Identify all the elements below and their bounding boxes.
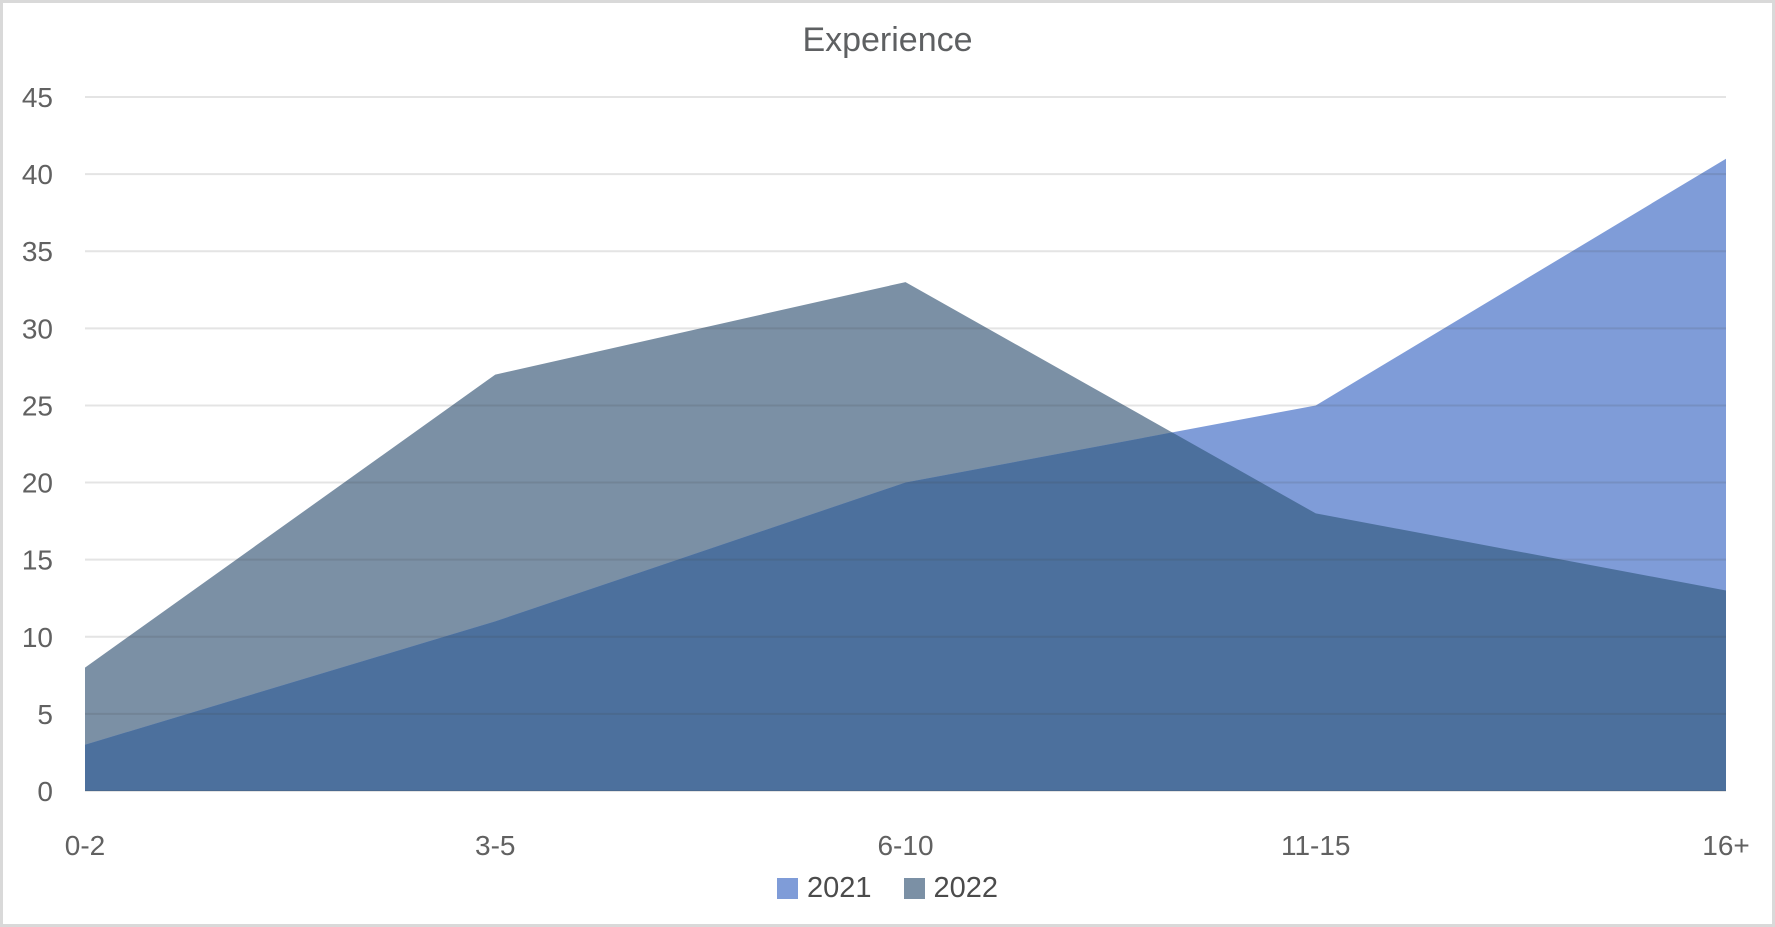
y-tick-label: 45 — [22, 82, 53, 113]
x-axis-label: 11-15 — [1281, 830, 1351, 861]
y-tick-label: 0 — [37, 776, 53, 807]
y-tick-label: 15 — [22, 545, 53, 576]
y-tick-label: 30 — [22, 313, 53, 344]
series-overlap-area — [85, 432, 1726, 791]
y-tick-label: 5 — [37, 699, 53, 730]
x-axis-label: 16+ — [1702, 830, 1750, 861]
chart-title: Experience — [802, 21, 973, 59]
y-tick-label: 10 — [22, 622, 53, 653]
legend-swatch-2021-icon — [776, 878, 798, 899]
legend-label-2021: 2021 — [806, 872, 872, 904]
legend-swatch-2022-icon — [903, 878, 925, 899]
chart-legend: 2021 2022 — [3, 872, 1772, 905]
y-tick-label: 25 — [22, 390, 53, 421]
legend-item-2022: 2022 — [903, 872, 999, 905]
y-tick-label: 20 — [22, 468, 53, 499]
legend-label-2022: 2022 — [933, 872, 999, 904]
y-tick-label: 40 — [22, 159, 53, 190]
x-axis-label: 6-10 — [877, 830, 933, 861]
legend-item-2021: 2021 — [776, 872, 872, 905]
area-chart-plot: 0 5 10 15 20 25 30 35 40 45 0-2 3-5 6-10 11-15 16+ — [22, 82, 1750, 861]
x-axis-label: 0-2 — [65, 830, 105, 861]
y-tick-label: 35 — [22, 236, 53, 267]
x-axis-label: 3-5 — [475, 830, 515, 861]
